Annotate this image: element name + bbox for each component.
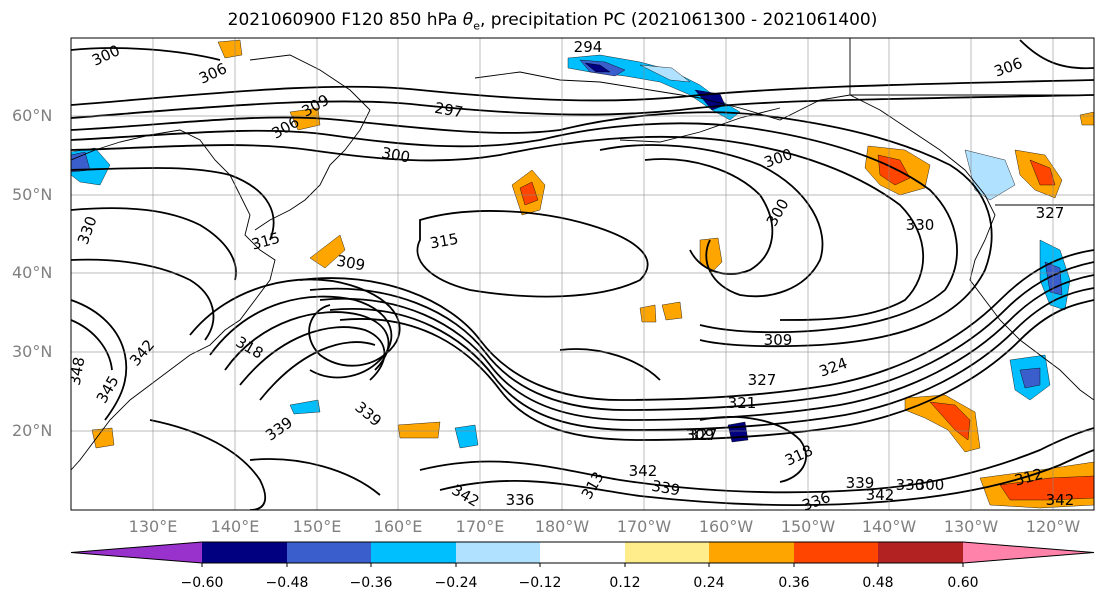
- lon-label: 170°E: [455, 517, 505, 536]
- contour-label: 327: [1036, 204, 1065, 222]
- contour-label: 330: [906, 216, 935, 234]
- colorbar-swatch: [202, 542, 287, 563]
- colorbar-swatch: [709, 542, 794, 563]
- colorbar: [70, 541, 1095, 567]
- lon-label: 140°W: [861, 517, 917, 536]
- colorbar-swatch: [287, 542, 371, 563]
- contour-label: 294: [574, 38, 603, 56]
- colorbar-swatch: [625, 542, 709, 563]
- colorbar-swatch: [371, 542, 456, 563]
- contour-label: 342: [629, 462, 658, 480]
- contour-label: 330: [896, 476, 925, 494]
- lon-label: 160°E: [373, 517, 423, 536]
- lon-label: 130°W: [943, 517, 999, 536]
- colorbar-tick-label: 0.48: [862, 575, 894, 591]
- colorbar-swatch: [540, 542, 625, 563]
- lon-label: 130°E: [128, 517, 178, 536]
- map-title: 2021060900 F120 850 hPa θe, precipitatio…: [227, 10, 878, 33]
- lat-label: 50°N: [12, 185, 53, 204]
- contour-label: 339: [846, 474, 875, 492]
- colorbar-tick-label: 0.36: [778, 575, 810, 591]
- lat-label: 20°N: [12, 421, 53, 440]
- lon-label: 180°W: [534, 517, 590, 536]
- lat-label: 40°N: [12, 263, 53, 282]
- contour-label: 348: [66, 355, 89, 386]
- contour-label: 327: [748, 371, 777, 389]
- map-frame: [70, 37, 1095, 511]
- colorbar-extend-max: [963, 542, 1094, 563]
- lon-label: 170°W: [616, 517, 672, 536]
- theta-e-contours: [71, 39, 1094, 510]
- lon-label: 140°E: [210, 517, 260, 536]
- lon-label: 160°W: [698, 517, 754, 536]
- contour-label: 300: [916, 476, 945, 494]
- colorbar-swatch: [456, 542, 540, 563]
- contour-label: 336: [506, 491, 535, 509]
- gridlines: [71, 38, 1094, 510]
- contour-label: 309: [686, 426, 715, 444]
- lat-label: 60°N: [12, 106, 53, 125]
- contour-label: 297: [433, 99, 464, 122]
- contour-label: 339: [650, 477, 681, 500]
- colorbar-extend-min: [71, 542, 202, 563]
- colorbar-tick-label: −0.36: [349, 575, 393, 591]
- contour-label: 342: [1046, 491, 1075, 509]
- colorbar-tick-label: 0.24: [693, 575, 725, 591]
- colorbar-tick-label: −0.24: [434, 575, 478, 591]
- colorbar-tick-label: −0.60: [180, 575, 224, 591]
- colorbar-swatch: [794, 542, 878, 563]
- contour-label: 300: [380, 144, 411, 167]
- lon-label: 150°E: [292, 517, 342, 536]
- contour-label: 309: [764, 331, 793, 349]
- contour-label: 342: [866, 486, 895, 504]
- colorbar-tick-label: 0.60: [947, 575, 979, 591]
- contour-label: 309: [335, 252, 366, 275]
- colorbar-swatch: [878, 542, 963, 563]
- lon-label: 150°W: [780, 517, 836, 536]
- colorbar-tick-label: −0.12: [518, 575, 562, 591]
- contour-label: 315: [428, 230, 459, 253]
- contour-label: 327: [689, 426, 718, 444]
- colorbar-tick-label: −0.48: [265, 575, 309, 591]
- colorbar-tick-label: 0.12: [609, 575, 641, 591]
- lat-label: 30°N: [12, 342, 53, 361]
- contour-label: 321: [728, 394, 757, 412]
- lon-label: 120°W: [1025, 517, 1081, 536]
